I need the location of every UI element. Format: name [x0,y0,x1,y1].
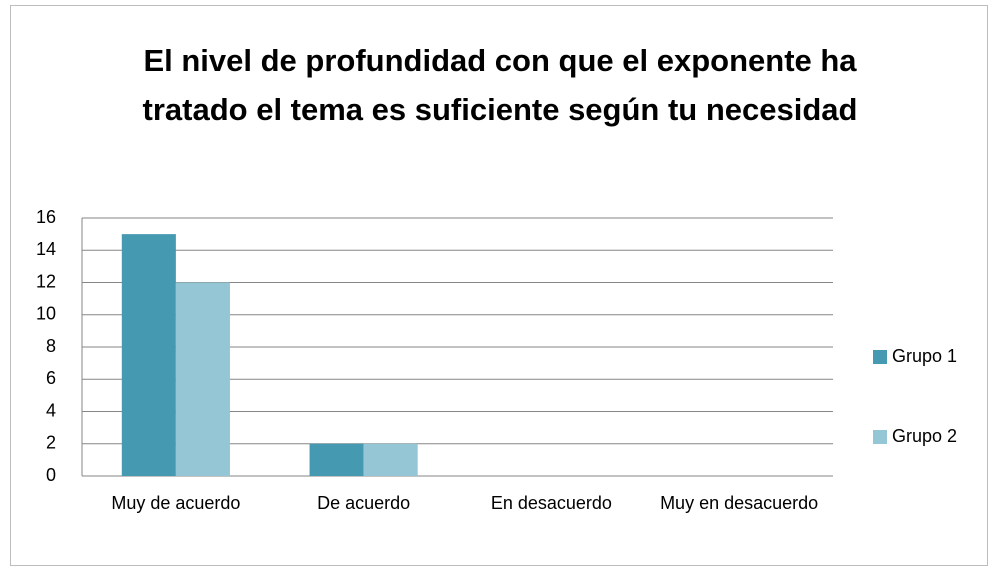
y-tick-label: 14 [36,239,56,259]
legend-swatch [873,430,887,444]
bar [175,282,230,476]
x-tick-label: Muy en desacuerdo [660,493,819,513]
legend-label: Grupo 1 [892,346,958,366]
y-tick-label: 12 [36,271,56,291]
y-tick-label: 0 [46,465,56,485]
x-tick-label: En desacuerdo [490,493,612,513]
chart-frame [10,5,988,566]
y-tick-label: 4 [46,400,56,420]
bar [363,443,418,476]
x-tick-label: De acuerdo [317,493,411,513]
legend-swatch [873,350,887,364]
bar [121,234,176,476]
y-tick-label: 2 [46,433,56,453]
x-tick-label: Muy de acuerdo [111,493,241,513]
y-tick-label: 8 [46,336,56,356]
chart-title: El nivel de profundidad con que el expon… [142,43,858,127]
legend-label: Grupo 2 [892,426,958,446]
y-tick-label: 16 [36,207,56,227]
y-tick-label: 10 [36,304,56,324]
y-tick-label: 6 [46,368,56,388]
bar [309,443,364,476]
